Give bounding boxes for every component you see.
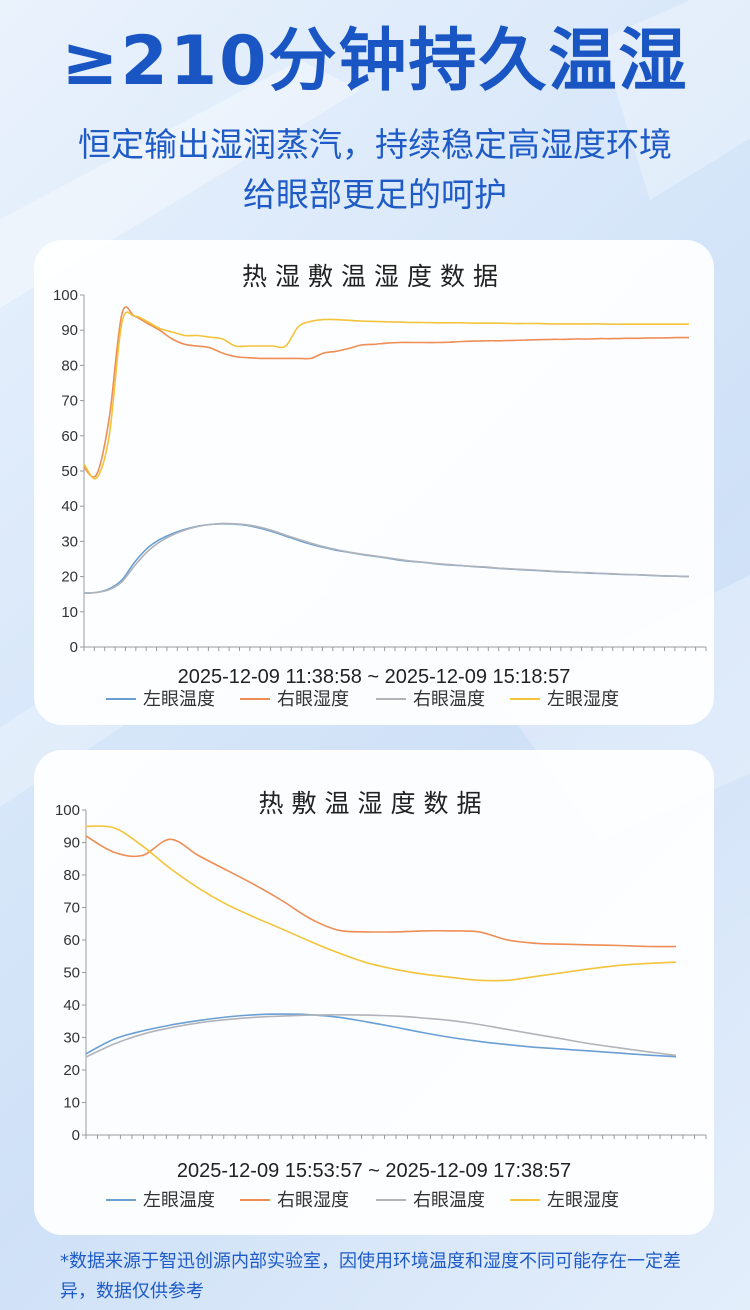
subtitle-line-2: 给眼部更足的呵护 [243,175,507,214]
legend-label: 右眼湿度 [277,689,349,710]
series-line [83,522,690,594]
y-tick-label: 0 [70,639,78,656]
series-line [85,825,677,982]
legend-item: 右眼湿度 [240,1190,349,1211]
x-axis-label: 2025-12-09 11:38:58 ~ 2025-12-09 15:18:5… [178,666,571,688]
series-line [85,835,677,948]
y-tick-label: 50 [63,965,80,982]
subtitle-line-1: 恒定输出湿润蒸汽，持续稳定高湿度环境 [78,125,672,164]
footnote-line-2: 异，数据仅供参考 [60,1281,204,1302]
series-line [83,306,690,478]
y-tick-label: 40 [61,498,78,515]
y-tick-label: 30 [61,533,78,550]
legend-label: 左眼湿度 [547,689,619,710]
page-subtitle: 恒定输出湿润蒸汽，持续稳定高湿度环境 给眼部更足的呵护 [0,120,750,220]
y-tick-label: 10 [61,604,78,621]
legend-item: 右眼温度 [376,1190,485,1211]
legend-item: 左眼湿度 [510,1190,619,1211]
legend-item: 左眼温度 [106,689,215,710]
legend-label: 右眼湿度 [277,1190,349,1211]
legend-label: 左眼温度 [143,1190,215,1211]
y-tick-label: 60 [63,932,80,949]
y-tick-label: 100 [53,287,78,304]
chart-heat-compress: 热敷温湿度数据 0 10 20 30 40 50 60 70 80 90 100 2025-12-09 … [55,789,707,1211]
legend-item: 右眼湿度 [240,689,349,710]
y-tick-label: 100 [55,802,80,819]
chart-title: 热湿敷温湿度数据 [242,262,506,291]
y-tick-label: 90 [63,835,80,852]
y-tick-label: 70 [61,393,78,410]
legend-label: 左眼温度 [143,689,215,710]
chart-card-heat-compress: 热敷温湿度数据 0 10 20 30 40 50 60 70 80 90 100 2025-12-09 … [34,750,714,1235]
page-title: ≥210分钟持久温湿 [61,22,689,101]
y-tick-label: 30 [63,1030,80,1047]
y-tick-label: 50 [61,463,78,480]
y-tick-label: 40 [63,997,80,1014]
series-line [83,311,689,480]
legend-item: 左眼温度 [106,1190,215,1211]
y-tick-label: 70 [63,900,80,917]
chart-humidity-compress: 热湿敷温湿度数据 0 10 20 30 40 50 60 70 80 90 100 2025-12-09… [53,262,707,710]
series-line [85,1014,677,1058]
y-tick-label: 80 [61,357,78,374]
legend-item: 右眼温度 [376,689,485,710]
series-line [85,1013,677,1058]
y-tick-label: 10 [63,1095,80,1112]
footnote: *数据来源于智迅创源内部实验室，因使用环境温度和湿度不同可能存在一定差 异，数据… [60,1247,700,1307]
y-tick-label: 80 [63,867,80,884]
footnote-line-1: *数据来源于智迅创源内部实验室，因使用环境温度和湿度不同可能存在一定差 [60,1251,681,1272]
y-tick-label: 60 [61,428,78,445]
legend-label: 左眼湿度 [547,1190,619,1211]
legend-label: 右眼温度 [413,1190,485,1211]
y-tick-label: 0 [72,1127,80,1144]
y-tick-label: 20 [63,1062,80,1079]
chart-title: 热敷温湿度数据 [258,789,489,818]
legend-label: 右眼温度 [413,689,485,710]
y-tick-label: 20 [61,569,78,586]
y-tick-label: 90 [61,322,78,339]
chart-card-humidity-compress: 热湿敷温湿度数据 0 10 20 30 40 50 60 70 80 90 100 2025-12-09… [34,240,714,725]
legend-item: 左眼湿度 [510,689,619,710]
x-axis-label: 2025-12-09 15:53:57 ~ 2025-12-09 17:38:5… [177,1160,571,1182]
